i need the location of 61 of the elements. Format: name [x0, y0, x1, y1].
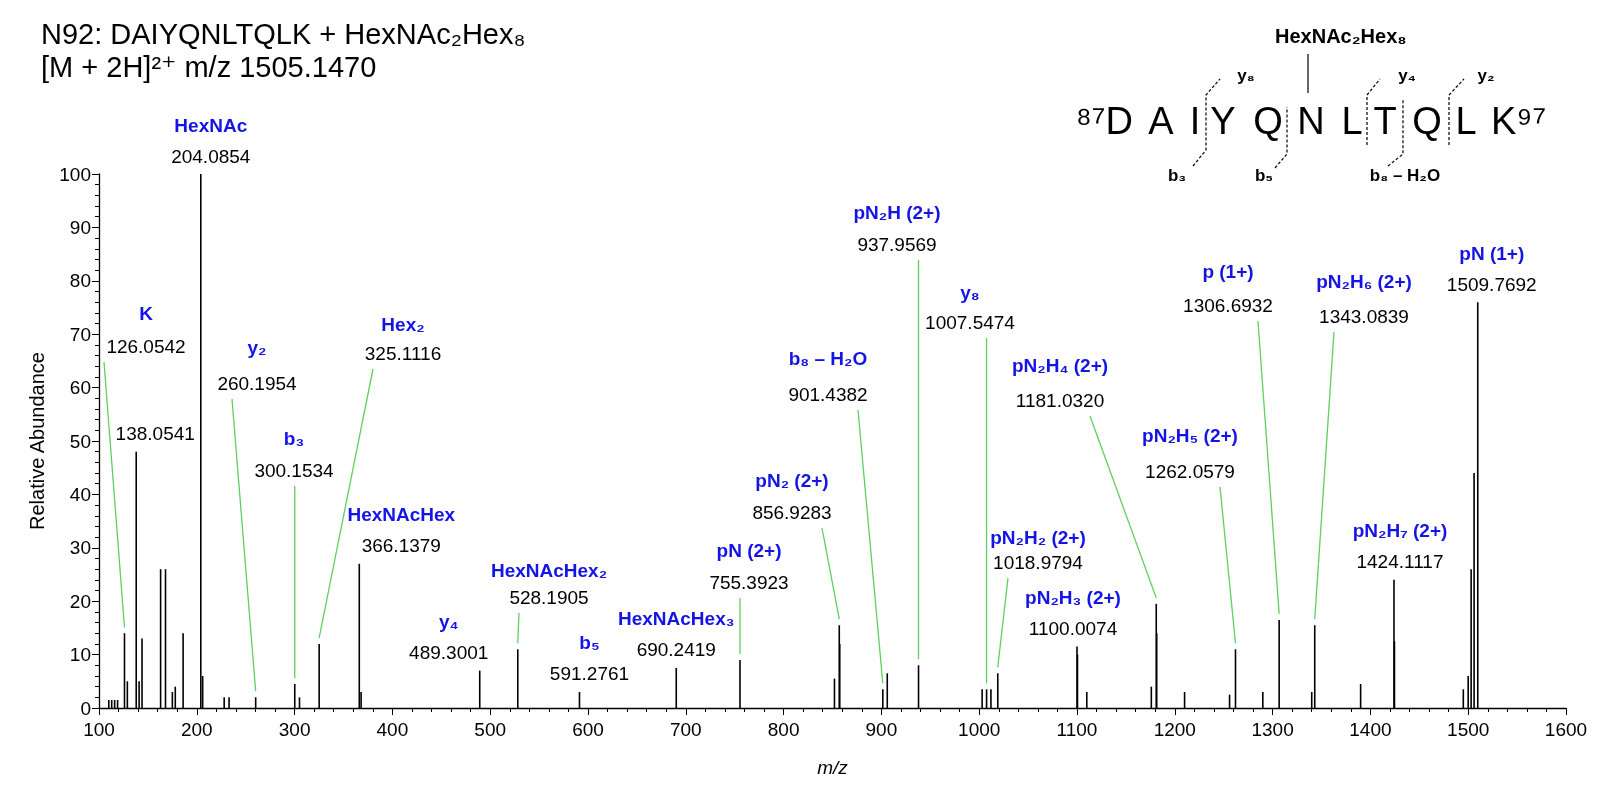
x-tick-label: 1300	[1251, 719, 1294, 740]
annotation: pN₂H₇ (2+) 1424.1117	[1352, 520, 1448, 573]
y-tick-label: 0	[80, 697, 91, 719]
annotation: HexNAcHex₂ 528.1905	[490, 559, 608, 608]
annotation: b₈ – H₂O	[1369, 165, 1441, 185]
x-tick-label: 900	[865, 719, 898, 740]
y-tick-label: 20	[69, 590, 91, 612]
annotation: pN (2+) 755.3923	[709, 539, 789, 593]
text: y₄	[1398, 65, 1416, 85]
y-tick-label: 60	[69, 377, 91, 399]
y-axis-title: Relative Abundance	[26, 352, 48, 530]
annotation: HexNAcHex 366.1379	[347, 504, 456, 557]
x-tick-label: 1100	[1056, 719, 1098, 740]
x-tick-label: 600	[572, 719, 604, 740]
x-tick-label: 400	[376, 719, 409, 740]
x-tick-label: 800	[767, 719, 800, 740]
y-tick-label: 70	[69, 323, 91, 345]
annotation: pN₂H₃ (2+) 1100.0074	[1025, 587, 1121, 640]
text: y₈	[1237, 65, 1255, 85]
x-tick-label: 1600	[1544, 719, 1588, 740]
text: ⁸⁷D A I Y Q N L T Q L K⁹⁷	[1075, 100, 1547, 142]
x-tick-label: 100	[83, 719, 115, 740]
annotation: pN₂H (2+) 937.9569	[853, 201, 941, 255]
annotation: K 126.0542	[106, 302, 186, 357]
annotation: b₃ 300.1534	[254, 427, 335, 481]
annotation: Hex₂ 325.1116	[364, 313, 442, 364]
x-tick-label: 1200	[1153, 719, 1196, 740]
annotation: pN₂ (2+) 856.9283	[752, 469, 832, 523]
y-tick-label: 30	[69, 537, 91, 559]
chart-subtitle: [M + 2H]²⁺ m/z 1505.1470	[41, 50, 377, 83]
annotation: 138.0541	[115, 423, 195, 445]
y-tick-label: 40	[69, 483, 91, 505]
y-tick-label: 100	[59, 163, 91, 185]
annotation: HexNAc 204.0854	[171, 114, 251, 167]
y-tick-label: 50	[69, 430, 91, 452]
x-tick-label: 1400	[1349, 719, 1392, 740]
annotation: b₈ – H₂O 901.4382	[788, 347, 868, 405]
x-axis-title: m/z	[817, 757, 849, 778]
annotation: pN (1+) 1509.7692	[1446, 242, 1537, 295]
annotation: pN₂H₅ (2+) 1262.0579	[1142, 424, 1238, 482]
text: y₂	[1477, 65, 1495, 85]
annotation: y₈ 1007.5474	[925, 281, 1016, 333]
chart-title: N92: DAIYQNLTQLK + HexNAc₂Hex₈	[41, 17, 526, 50]
x-tick-label: 300	[278, 719, 311, 740]
x-tick-label: 1000	[958, 719, 1001, 740]
x-tick-label: 200	[180, 719, 213, 740]
annotation: b₃	[1167, 165, 1187, 185]
annotation: b₅	[1254, 165, 1274, 185]
annotation: pN₂H₂ (2+) 1018.9794	[990, 526, 1086, 573]
x-tick-label: 1500	[1447, 719, 1490, 740]
x-tick-label: 700	[669, 719, 702, 740]
annotation: pN₂H₆ (2+) 1343.0839	[1316, 270, 1412, 327]
annotation: p (1+) 1306.6932	[1183, 260, 1273, 316]
y-tick-label: 80	[69, 270, 91, 292]
y-tick-label: 90	[69, 216, 91, 238]
x-tick-label: 500	[474, 719, 507, 740]
annotation: pN₂H₄ (2+) 1181.0320	[1011, 354, 1109, 411]
text: HexNAc₂Hex₈	[1275, 25, 1407, 47]
annotation: y₂ 260.1954	[217, 336, 298, 394]
annotation: y₄ 489.3001	[409, 611, 489, 664]
y-tick-label: 10	[69, 644, 91, 666]
